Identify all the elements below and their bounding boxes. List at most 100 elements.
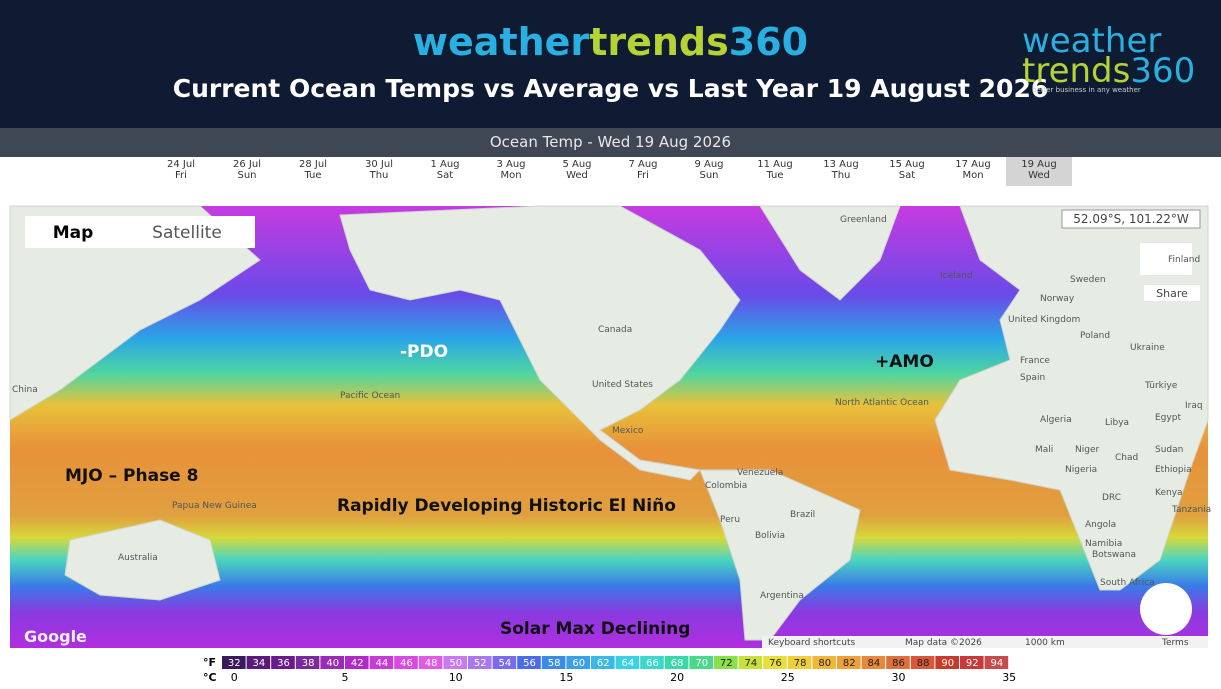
legend-cell [886, 656, 910, 669]
date-tab-text: 19 Aug [1021, 159, 1057, 170]
place: Sudan [1155, 445, 1183, 455]
legend-unit: °C [203, 671, 217, 684]
date-tab-text: Wed [1028, 170, 1050, 181]
legend: °F °C 32 34 36 38 40 42 44 46 48 50 52 54 56 58 60 62 64… [203, 656, 1016, 684]
place: Papua New Guinea [172, 501, 257, 511]
legend-cell [664, 656, 689, 669]
place: Mexico [612, 426, 644, 436]
place: South Africa [1100, 578, 1155, 588]
date-tab[interactable]: 13 Aug Thu [808, 157, 874, 186]
date-tab-text: Fri [175, 170, 187, 181]
legend-cell [812, 656, 836, 669]
pan-control[interactable] [1140, 583, 1192, 635]
place: United States [592, 380, 653, 390]
place: North Atlantic Ocean [835, 398, 929, 408]
date-tab-text: 7 Aug [628, 159, 658, 170]
legend-cell [591, 656, 615, 669]
date-tab-text: Sat [898, 170, 916, 181]
satellite-button[interactable]: Satellite [152, 223, 222, 243]
legend-c-label: 10 [449, 671, 463, 684]
place: Chad [1115, 453, 1138, 463]
legend-f-label: 66 [646, 658, 659, 669]
legend-f-label: 46 [400, 658, 413, 669]
legend-cell [394, 656, 418, 669]
place: Ethiopia [1155, 465, 1192, 475]
land [9, 205, 1209, 641]
place: United Kingdom [1008, 315, 1080, 325]
legend-c-label: 15 [559, 671, 573, 684]
date-tab[interactable]: 1 Aug Sat [412, 157, 478, 186]
legend-c-label: 35 [1002, 671, 1016, 684]
date-tab[interactable]: 24 Jul Fri [148, 157, 214, 186]
map-footer-text[interactable]: Terms [1161, 638, 1189, 648]
share[interactable]: Share [1156, 287, 1188, 300]
annotation: -PDO [400, 342, 448, 362]
legend-f-label: 36 [277, 658, 290, 669]
legend-c-label: 30 [892, 671, 906, 684]
place: Brazil [790, 510, 815, 520]
legend-cell [443, 656, 467, 669]
legend-cell [418, 656, 443, 669]
places: Greenland Iceland Finland Sweden Norway Unite… [12, 215, 1211, 601]
date-tab-text: Sun [237, 170, 257, 181]
date-tab-text: Mon [962, 170, 984, 181]
legend-f-label: 56 [523, 658, 536, 669]
place: Türkiye [1144, 381, 1178, 391]
legend-cell [689, 656, 713, 669]
header [0, 0, 1221, 128]
place: Mali [1035, 445, 1053, 455]
legend-f-label: 40 [326, 658, 339, 669]
legend-cell [787, 656, 812, 669]
legend-f-label: 76 [769, 658, 782, 669]
date-tab[interactable]: 15 Aug Sat [874, 157, 940, 186]
place: Canada [598, 325, 632, 335]
date-tab[interactable]: 30 Jul Thu [346, 157, 412, 186]
place: Libya [1105, 418, 1129, 428]
legend-f-label: 34 [253, 658, 266, 669]
annotations: -PDO +AMO MJO – Phase 8 Rapidly Developi… [65, 342, 934, 639]
date-tab[interactable]: 5 Aug Wed [544, 157, 610, 186]
legend-f-label: 82 [843, 658, 856, 669]
date-tab[interactable]: 11 Aug Tue [742, 157, 808, 186]
date-tab[interactable]: 3 Aug Mon [478, 157, 544, 186]
share-box [1144, 285, 1200, 301]
legend-f-label: 94 [991, 658, 1004, 669]
coords-box [1061, 209, 1201, 229]
place: Colombia [705, 481, 747, 491]
map-button[interactable]: Map [53, 223, 94, 243]
date-tab-text: 26 Jul [233, 159, 261, 170]
place: France [1020, 356, 1050, 366]
legend-f-label: 38 [302, 658, 315, 669]
date-tab[interactable]: 17 Aug Mon [940, 157, 1006, 186]
place: Pacific Ocean [340, 391, 400, 401]
date-tab[interactable]: 19 Aug Wed [1006, 157, 1072, 186]
place: Poland [1080, 331, 1110, 341]
legend-c-label: 20 [670, 671, 684, 684]
legend-cell [271, 656, 295, 669]
legend-f-label: 58 [548, 658, 561, 669]
date-tab[interactable]: 28 Jul Tue [280, 157, 346, 186]
date-tab[interactable]: 9 Aug Sun [676, 157, 742, 186]
legend-f-label: 72 [720, 658, 733, 669]
place: Iceland [940, 271, 973, 281]
brand: weathertrends360 [0, 20, 1221, 64]
fullscreen[interactable] [1140, 243, 1192, 275]
place: Peru [720, 515, 740, 525]
place: Ukraine [1130, 343, 1165, 353]
date-tab-text: 1 Aug [430, 159, 460, 170]
logo-tagline: better business in any weather [1032, 86, 1141, 94]
legend-cell [246, 656, 271, 669]
date-tab-text: Mon [500, 170, 522, 181]
date-tab[interactable]: 26 Jul Sun [214, 157, 280, 186]
legend-f-label: 52 [474, 658, 487, 669]
date-tab-text: 9 Aug [694, 159, 724, 170]
legend-cell [615, 656, 640, 669]
map-footer-text[interactable]: Keyboard shortcuts [768, 638, 855, 648]
date-tab[interactable]: 7 Aug Fri [610, 157, 676, 186]
legend-cell [369, 656, 394, 669]
map-footer-text: Map data ©2026 [905, 638, 982, 648]
logo: weather trends360 better business in any w… [1022, 24, 1195, 95]
legend-cell [640, 656, 664, 669]
